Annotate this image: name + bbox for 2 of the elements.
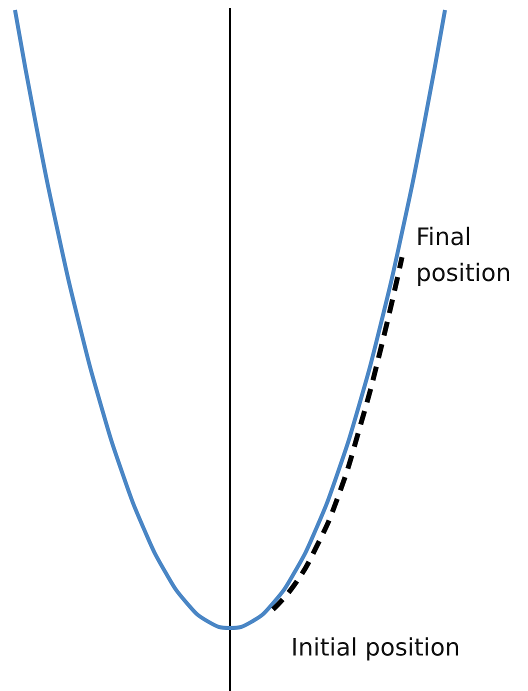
annotation: Final position <box>416 223 512 288</box>
text: Initial position <box>291 633 460 662</box>
